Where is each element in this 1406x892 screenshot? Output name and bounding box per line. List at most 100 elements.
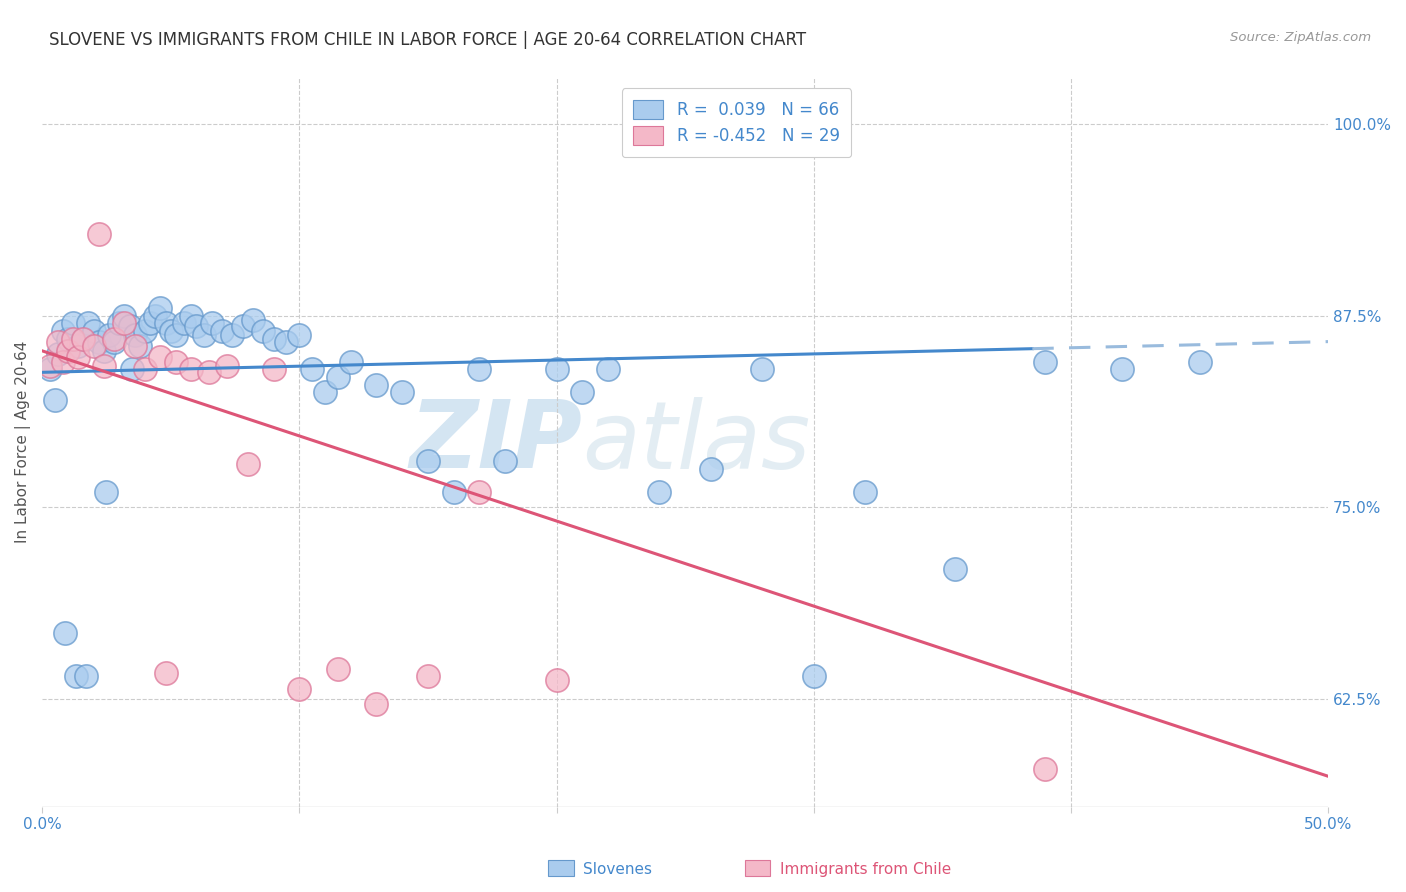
- Point: [72, 332, 94, 346]
- Point: [124, 328, 146, 343]
- Point: [93, 343, 115, 358]
- Point: [366, 377, 388, 392]
- Point: [83, 324, 105, 338]
- Point: [232, 319, 254, 334]
- Point: [62, 316, 84, 330]
- Point: [468, 362, 491, 376]
- Point: [149, 350, 172, 364]
- Point: [180, 362, 202, 376]
- Point: [217, 359, 239, 374]
- Point: [72, 332, 94, 346]
- Point: [118, 319, 141, 334]
- Point: [62, 332, 84, 346]
- Point: [443, 485, 465, 500]
- Point: [77, 316, 100, 330]
- Point: [75, 669, 97, 683]
- Y-axis label: In Labor Force | Age 20-64: In Labor Force | Age 20-64: [15, 341, 31, 543]
- Point: [201, 316, 224, 330]
- Point: [149, 301, 172, 315]
- Point: [52, 324, 75, 338]
- Point: [803, 669, 825, 683]
- Point: [301, 362, 323, 376]
- Point: [52, 354, 75, 368]
- Legend: R =  0.039   N = 66, R = -0.452   N = 29: R = 0.039 N = 66, R = -0.452 N = 29: [621, 88, 852, 157]
- Point: [124, 339, 146, 353]
- Text: atlas: atlas: [582, 397, 810, 488]
- Point: [38, 362, 60, 376]
- Point: [44, 392, 66, 407]
- Point: [108, 316, 131, 330]
- Point: [67, 339, 90, 353]
- Point: [1033, 762, 1056, 776]
- Point: [112, 309, 135, 323]
- Point: [173, 316, 195, 330]
- Point: [700, 462, 723, 476]
- Point: [128, 339, 150, 353]
- Point: [596, 362, 619, 376]
- Text: Slovenes: Slovenes: [583, 863, 652, 877]
- Point: [96, 485, 118, 500]
- Point: [468, 485, 491, 500]
- Point: [155, 666, 177, 681]
- Point: [1033, 354, 1056, 368]
- Point: [648, 485, 671, 500]
- Point: [139, 316, 162, 330]
- Point: [263, 332, 285, 346]
- Point: [98, 328, 121, 343]
- Text: Source: ZipAtlas.com: Source: ZipAtlas.com: [1230, 31, 1371, 45]
- Text: ZIP: ZIP: [409, 396, 582, 488]
- Point: [314, 385, 336, 400]
- Point: [288, 681, 311, 696]
- Point: [65, 669, 87, 683]
- Point: [193, 328, 215, 343]
- Point: [1111, 362, 1133, 376]
- Point: [143, 309, 166, 323]
- Point: [155, 316, 177, 330]
- Point: [87, 334, 110, 349]
- Point: [263, 362, 285, 376]
- Point: [339, 354, 361, 368]
- Point: [366, 697, 388, 711]
- Point: [121, 362, 143, 376]
- Text: SLOVENE VS IMMIGRANTS FROM CHILE IN LABOR FORCE | AGE 20-64 CORRELATION CHART: SLOVENE VS IMMIGRANTS FROM CHILE IN LABO…: [49, 31, 806, 49]
- Point: [103, 334, 125, 349]
- Point: [416, 454, 439, 468]
- Point: [134, 362, 156, 376]
- Point: [546, 673, 568, 687]
- Point: [180, 309, 202, 323]
- Point: [46, 347, 69, 361]
- Point: [326, 662, 349, 676]
- Point: [93, 359, 115, 374]
- Bar: [745, 860, 770, 876]
- Text: Immigrants from Chile: Immigrants from Chile: [780, 863, 952, 877]
- Point: [943, 562, 966, 576]
- Point: [416, 669, 439, 683]
- Point: [56, 343, 79, 358]
- Point: [236, 458, 259, 472]
- Point: [53, 626, 76, 640]
- Point: [221, 328, 243, 343]
- Point: [67, 350, 90, 364]
- Point: [242, 313, 264, 327]
- Point: [87, 227, 110, 241]
- Point: [186, 319, 208, 334]
- Point: [546, 362, 568, 376]
- Bar: [548, 860, 574, 876]
- Point: [853, 485, 876, 500]
- Point: [391, 385, 413, 400]
- Point: [134, 324, 156, 338]
- Point: [56, 332, 79, 346]
- Point: [326, 370, 349, 384]
- Point: [165, 354, 187, 368]
- Point: [751, 362, 773, 376]
- Point: [494, 454, 516, 468]
- Point: [252, 324, 274, 338]
- Point: [159, 324, 181, 338]
- Point: [198, 365, 221, 379]
- Point: [288, 328, 311, 343]
- Point: [165, 328, 187, 343]
- Point: [83, 339, 105, 353]
- Point: [38, 359, 60, 374]
- Point: [103, 332, 125, 346]
- Point: [112, 316, 135, 330]
